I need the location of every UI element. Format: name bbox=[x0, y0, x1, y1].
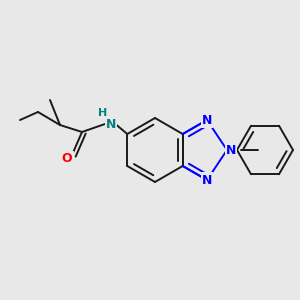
Text: H: H bbox=[98, 108, 108, 118]
Text: N: N bbox=[202, 113, 212, 127]
Text: N: N bbox=[226, 143, 236, 157]
Text: N: N bbox=[202, 173, 212, 187]
Text: N: N bbox=[106, 118, 116, 130]
Text: O: O bbox=[62, 152, 72, 166]
